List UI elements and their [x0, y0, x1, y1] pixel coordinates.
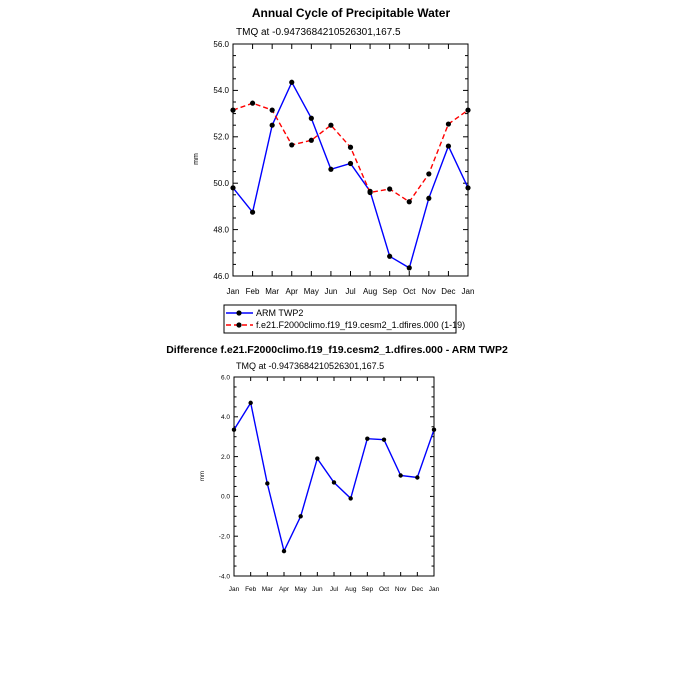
top-point: [445, 143, 452, 149]
top-chart-title: Annual Cycle of Precipitable Water: [252, 6, 451, 20]
top-point: [465, 185, 471, 191]
bottom-xtick-label: May: [295, 586, 308, 593]
top-point: [406, 199, 412, 205]
top-chart-ylabel: mm: [193, 153, 200, 165]
top-xtick-label: Jun: [324, 287, 337, 296]
top-point: [230, 107, 236, 113]
top-point: [465, 107, 471, 113]
bottom-ytick-label: 6.0: [221, 374, 230, 381]
bottom-point: [398, 473, 403, 478]
top-point: [269, 107, 275, 113]
bottom-point: [431, 427, 437, 432]
bottom-xtick-label: Jan: [429, 586, 440, 593]
bottom-xtick-label: Jun: [312, 586, 323, 593]
bottom-ytick-label: -4.0: [219, 573, 231, 580]
top-point: [387, 253, 393, 259]
top-point: [406, 265, 412, 271]
top-point: [269, 122, 275, 128]
bottom-xtick-label: Aug: [345, 586, 357, 593]
legend-marker-model: [236, 322, 242, 328]
top-ytick-label: 52.0: [213, 133, 229, 142]
bottom-xtick-label: Apr: [279, 586, 290, 593]
bottom-xtick-label: Jul: [330, 586, 339, 593]
top-xtick-label: Feb: [246, 287, 260, 296]
bottom-series-line-0: [233, 401, 435, 554]
top-xtick-label: Jan: [462, 287, 475, 296]
top-ytick-label: 56.0: [213, 40, 229, 49]
top-point: [289, 79, 295, 85]
top-ytick-label: 46.0: [213, 272, 229, 281]
top-xtick-label: Aug: [363, 287, 377, 296]
top-point: [426, 195, 432, 201]
top-chart-frame: [232, 43, 469, 277]
legend-label-arm: ARM TWP2: [256, 308, 303, 318]
bottom-point: [415, 475, 420, 480]
top-point: [308, 115, 314, 121]
bottom-chart-title: Difference f.e21.F2000climo.f19_f19.cesm…: [166, 344, 508, 356]
top-point: [328, 166, 334, 172]
bottom-point: [331, 480, 337, 485]
top-point: [289, 142, 295, 148]
bottom-xtick-label: Jan: [229, 586, 240, 593]
bottom-chart-subtitle: TMQ at -0.9473684210526301,167.5: [236, 361, 384, 371]
bottom-point: [348, 496, 353, 501]
bottom-point: [381, 437, 387, 442]
bottom-ytick-label: 0.0: [221, 494, 230, 501]
bottom-ytick-label: 2.0: [221, 454, 230, 461]
bottom-point: [365, 436, 370, 441]
bottom-point: [298, 514, 303, 519]
bottom-point: [248, 400, 253, 406]
top-point: [230, 185, 236, 191]
bottom-ytick-label: 4.0: [221, 414, 230, 421]
bottom-point: [315, 456, 320, 461]
top-point: [249, 100, 256, 106]
bottom-xtick-label: Oct: [379, 586, 389, 593]
bottom-xtick-label: Dec: [412, 586, 424, 593]
bottom-point: [265, 481, 270, 486]
bottom-xtick-label: Mar: [262, 586, 274, 593]
bottom-xtick-label: Feb: [245, 586, 257, 593]
top-xtick-label: Oct: [403, 287, 416, 296]
annual-cycle-chart: Annual Cycle of Precipitable Water TMQ a…: [193, 6, 474, 296]
bottom-point: [231, 427, 237, 432]
top-point: [308, 137, 314, 143]
legend-label-model: f.e21.F2000climo.f19_f19.cesm2_1.dfires.…: [256, 320, 465, 330]
top-xtick-label: Jan: [227, 287, 240, 296]
bottom-chart-ylabel: mm: [200, 471, 206, 481]
top-xtick-label: Apr: [286, 287, 299, 296]
bottom-ytick-label: -2.0: [219, 533, 231, 540]
top-xtick-label: Nov: [422, 287, 436, 296]
top-ytick-label: 48.0: [213, 225, 229, 234]
legend-marker-arm: [236, 310, 242, 316]
top-ytick-label: 54.0: [213, 86, 229, 95]
top-point: [347, 144, 354, 150]
bottom-xtick-label: Sep: [362, 586, 374, 593]
top-xtick-label: Mar: [265, 287, 279, 296]
difference-chart: Difference f.e21.F2000climo.f19_f19.cesm…: [166, 344, 508, 593]
legend-frame: [223, 304, 457, 334]
top-xtick-label: May: [304, 287, 319, 296]
top-point: [328, 122, 334, 128]
top-point: [249, 209, 256, 215]
top-point: [445, 121, 452, 127]
top-series-line-0: [232, 80, 469, 269]
bottom-xtick-label: Nov: [395, 586, 407, 593]
top-xtick-label: Jul: [345, 287, 355, 296]
top-point: [426, 171, 432, 177]
top-point: [367, 189, 373, 196]
bottom-point: [281, 548, 287, 554]
top-point: [387, 186, 393, 192]
top-xtick-label: Dec: [441, 287, 455, 296]
top-point: [347, 160, 354, 167]
top-chart-subtitle: TMQ at -0.9473684210526301,167.5: [236, 27, 401, 38]
top-ytick-label: 50.0: [213, 179, 229, 188]
top-chart-legend: ARM TWP2 f.e21.F2000climo.f19_f19.cesm2_…: [223, 304, 465, 334]
top-xtick-label: Sep: [383, 287, 398, 296]
